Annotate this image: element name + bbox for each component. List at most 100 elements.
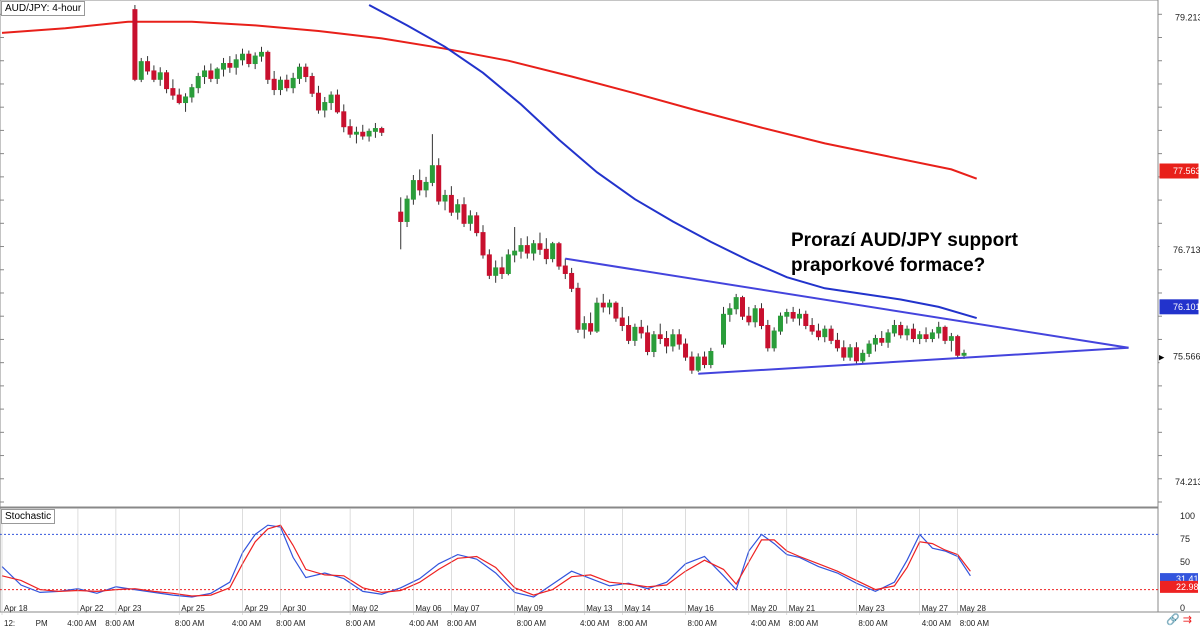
candle-body — [480, 232, 486, 256]
stoch-badge — [1160, 580, 1198, 593]
candle-body — [524, 245, 530, 254]
candle-body — [917, 334, 923, 340]
candle-body — [189, 87, 195, 98]
date-label: Apr 23 — [118, 604, 142, 613]
candle-body — [277, 79, 283, 91]
candle-body — [904, 328, 910, 336]
candle-body — [562, 265, 568, 274]
candle-body — [664, 338, 670, 347]
price-badge-label: 75.566 — [1173, 352, 1200, 362]
date-label: May 02 — [352, 604, 379, 613]
time-label: 8:00 AM — [618, 619, 648, 628]
stochastic-label[interactable]: Stochastic — [1, 509, 56, 524]
candle-body — [765, 324, 771, 349]
candle-body — [834, 339, 840, 349]
stoch-badge-label: 22.98 — [1176, 582, 1199, 592]
date-label: May 20 — [751, 604, 778, 613]
arrows-icon[interactable]: ⇉ — [1182, 614, 1192, 626]
price-badge — [1159, 299, 1199, 315]
candle-body — [733, 297, 739, 310]
candle-body — [651, 334, 657, 353]
time-label: 8:00 AM — [960, 619, 990, 628]
candle-body — [828, 328, 834, 341]
pennant-support-line — [698, 346, 1129, 375]
price-tick-label: 74.213 — [1175, 477, 1200, 487]
candle-body — [227, 63, 233, 68]
candle-body — [860, 352, 866, 362]
date-label: May 14 — [624, 604, 651, 613]
slow-ma-line — [1, 20, 978, 180]
candle-body — [334, 94, 340, 113]
candle-body — [638, 326, 644, 334]
sync-icon[interactable]: 🔗 — [1166, 614, 1180, 626]
candle-body — [740, 297, 746, 317]
candle-body — [607, 302, 613, 308]
candle-body — [891, 324, 897, 334]
date-label: May 23 — [858, 604, 885, 613]
date-label: May 21 — [789, 604, 816, 613]
candle-body — [505, 254, 511, 274]
time-label: PM — [36, 619, 48, 628]
stoch-k-line — [1, 524, 971, 598]
stoch-d-line — [1, 524, 971, 597]
candle-body — [353, 131, 359, 135]
candle-body — [258, 51, 264, 57]
candle-body — [347, 126, 353, 135]
candle-body — [322, 102, 328, 111]
time-label: 8:00 AM — [517, 619, 547, 628]
candle-body — [233, 59, 239, 68]
time-label: 4:00 AM — [67, 619, 97, 628]
stoch-tick-label: 75 — [1180, 534, 1190, 544]
candle-body — [474, 215, 480, 234]
date-label: May 28 — [960, 604, 987, 613]
annotation-line-2: praporkové formace? — [791, 255, 986, 276]
candle-body — [702, 356, 708, 366]
candle-body — [240, 53, 246, 61]
time-label: 4:00 AM — [922, 619, 952, 628]
candle-body — [942, 326, 948, 341]
date-label: May 07 — [453, 604, 480, 613]
time-label: 8:00 AM — [789, 619, 819, 628]
time-label: 4:00 AM — [751, 619, 781, 628]
candle-body — [936, 326, 942, 334]
price-badge-label: 76.713 — [1173, 245, 1200, 255]
candle-body — [246, 53, 252, 65]
date-label: May 16 — [688, 604, 715, 613]
candle-body — [271, 78, 277, 91]
candle-body — [872, 338, 878, 345]
symbol-timeframe-label[interactable]: AUD/JPY: 4-hour — [1, 1, 86, 16]
candle-body — [708, 351, 714, 366]
candle-body — [689, 356, 695, 371]
candle-body — [512, 250, 518, 256]
candle-body — [683, 343, 689, 358]
time-label: 8:00 AM — [858, 619, 888, 628]
candle-body — [670, 334, 676, 347]
candle-body — [588, 323, 594, 332]
candle-body — [366, 130, 372, 137]
price-badge — [1159, 242, 1199, 258]
time-label: 8:00 AM — [105, 619, 135, 628]
time-label: 4:00 AM — [409, 619, 439, 628]
fast-ma-line — [368, 4, 977, 320]
date-label: Apr 30 — [282, 604, 306, 613]
candle-body — [176, 94, 182, 104]
candle-body — [746, 315, 752, 323]
candle-body — [417, 180, 423, 191]
candle-body — [632, 326, 638, 341]
candle-body — [594, 302, 600, 332]
price-badge-label: 77.563 — [1173, 166, 1200, 176]
price-pane-frame — [0, 0, 1159, 508]
candle-body — [803, 313, 809, 326]
candle-body — [252, 55, 258, 65]
candle-body — [752, 308, 758, 323]
current-price-arrow: ▶ — [1159, 355, 1165, 362]
candle-body — [771, 330, 777, 349]
candle-body — [467, 215, 473, 224]
candle-body — [404, 198, 410, 222]
candle-body — [796, 313, 802, 319]
candle-body — [866, 343, 872, 354]
candle-body — [784, 311, 790, 317]
candle-body — [518, 245, 524, 252]
